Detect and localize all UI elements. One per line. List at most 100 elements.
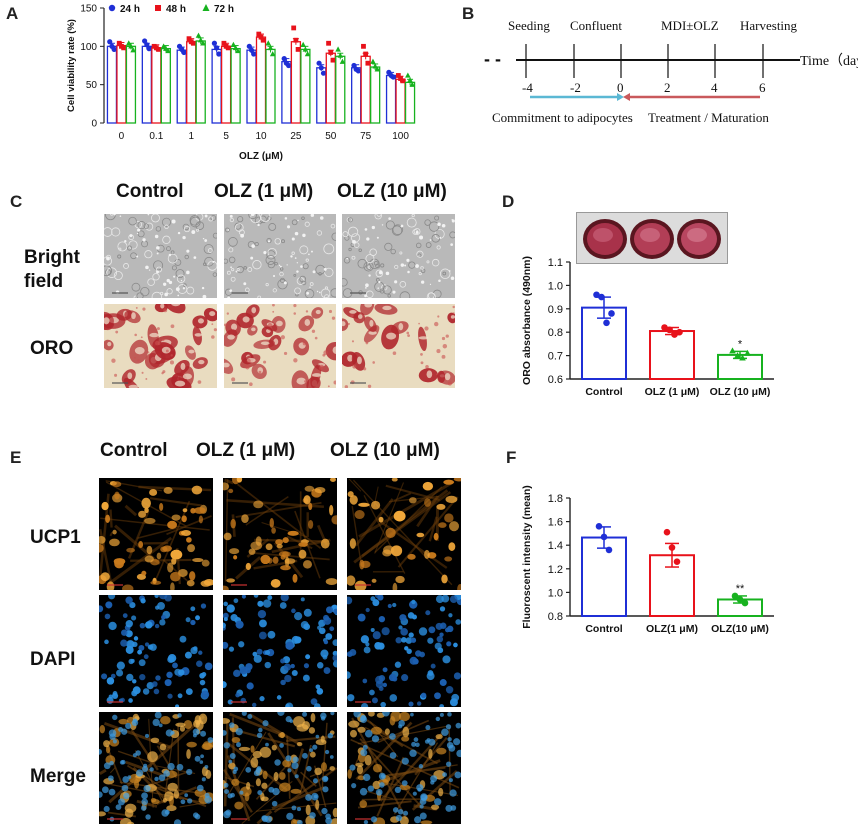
texture-nucleus	[441, 728, 449, 736]
x-tick-label: 10	[255, 131, 267, 142]
data-point	[390, 74, 396, 80]
texture-cell	[282, 537, 289, 544]
texture-fiber	[245, 496, 289, 526]
texture-nucleus	[223, 641, 229, 649]
texture-nucleus	[227, 699, 233, 705]
texture-cell	[342, 278, 348, 287]
texture-nucleus	[386, 332, 397, 340]
texture-fiber	[162, 559, 192, 585]
texture-nucleus	[251, 327, 256, 332]
texture-nucleus	[194, 755, 201, 762]
texture-droplet	[287, 225, 291, 229]
texture-droplet	[136, 232, 139, 235]
texture-nucleus	[238, 641, 245, 648]
texture-cell	[347, 226, 359, 237]
texture-cell	[290, 788, 302, 794]
texture-cell	[236, 478, 243, 483]
texture-cell	[114, 558, 124, 569]
texture-droplet	[155, 340, 160, 346]
x-tick-label: 1	[188, 131, 194, 142]
data-point	[666, 326, 673, 334]
bar	[290, 41, 302, 124]
texture-nucleus	[323, 667, 331, 674]
texture-nucleus	[186, 768, 193, 776]
texture-droplet	[197, 380, 202, 384]
texture-droplet	[316, 290, 319, 293]
data-point	[230, 41, 237, 47]
texture-cell	[287, 530, 299, 536]
texture-nucleus	[276, 320, 283, 327]
texture-nucleus	[239, 666, 248, 675]
texture-nucleus	[144, 621, 153, 629]
texture-cell	[144, 250, 153, 259]
texture-nucleus	[297, 819, 303, 824]
texture-cell	[443, 479, 455, 485]
texture-cell	[106, 267, 118, 278]
texture-nucleus	[126, 673, 134, 682]
texture-cell	[449, 521, 460, 532]
texture-cell	[144, 555, 154, 563]
texture-nucleus	[101, 673, 108, 680]
texture-nucleus	[125, 620, 133, 628]
texture-nucleus	[371, 697, 378, 704]
oro-image-control	[104, 304, 217, 388]
texture-nucleus	[153, 688, 160, 695]
texture-nucleus	[132, 679, 137, 684]
texture-nucleus	[392, 602, 397, 608]
texture-cell	[205, 769, 212, 779]
texture-droplet	[140, 336, 143, 339]
texture-nucleus	[407, 612, 415, 619]
texture-nucleus	[315, 684, 321, 690]
texture-nucleus	[291, 608, 296, 614]
texture-droplet	[415, 230, 419, 234]
texture-droplet	[278, 264, 281, 267]
texture-cell	[207, 248, 213, 253]
texture-nucleus	[251, 702, 257, 707]
texture-droplet	[450, 276, 455, 281]
texture-cell	[250, 541, 263, 551]
texture-cell	[420, 820, 433, 824]
texture-droplet	[230, 266, 232, 269]
texture-droplet	[418, 322, 420, 325]
texture-fiber	[149, 497, 203, 507]
texture-nucleus	[455, 619, 461, 625]
significance-label: *	[738, 338, 743, 350]
texture-cell	[170, 571, 181, 582]
texture-nucleus	[139, 622, 146, 629]
x-tick-label: OLZ (10 μM)	[710, 386, 771, 398]
texture-cell	[278, 551, 291, 557]
data-point	[116, 40, 122, 46]
texture-nucleus	[428, 626, 436, 634]
texture-nucleus	[204, 764, 209, 769]
texture-cell	[246, 782, 251, 790]
texture-nucleus	[132, 686, 141, 695]
merge-image-olz1	[223, 712, 337, 824]
texture-cell	[431, 234, 441, 243]
texture-nucleus	[190, 646, 198, 655]
texture-cell	[424, 498, 431, 507]
y-axis-label: ORO absorbance (490nm)	[521, 256, 533, 385]
data-point	[302, 46, 309, 52]
y-tick-label: 0.8	[548, 327, 563, 339]
data-point	[374, 66, 381, 72]
texture-droplet	[350, 380, 355, 385]
oro-image-olz1	[224, 304, 336, 388]
texture-cell	[186, 537, 192, 543]
y-tick-label: 150	[80, 4, 97, 15]
data-point	[405, 72, 411, 78]
texture-droplet	[250, 256, 254, 260]
texture-nucleus	[294, 774, 299, 779]
texture-fiber	[124, 504, 138, 517]
texture-droplet	[193, 326, 197, 329]
texture-nucleus	[132, 641, 138, 647]
texture-droplet	[451, 219, 453, 221]
texture-cell	[254, 241, 259, 247]
texture-nucleus	[132, 718, 138, 724]
texture-droplet	[344, 385, 349, 388]
texture-droplet	[368, 274, 371, 277]
texture-fiber	[136, 527, 178, 540]
texture-nucleus	[135, 769, 144, 777]
texture-droplet	[445, 334, 449, 338]
texture-cell	[167, 520, 177, 529]
texture-nucleus	[131, 312, 136, 320]
